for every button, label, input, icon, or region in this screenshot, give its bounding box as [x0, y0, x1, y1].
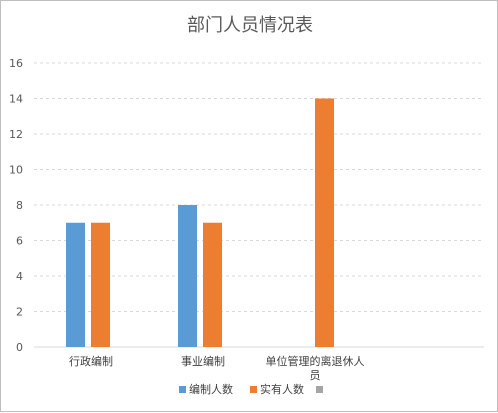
y-tick-label: 0	[16, 341, 23, 354]
y-tick-label: 14	[9, 93, 23, 106]
x-category-label: 行政编制	[69, 354, 113, 368]
legend: 编制人数 实有人数	[179, 382, 323, 396]
y-tick-label: 12	[9, 128, 23, 141]
y-tick-label: 8	[16, 199, 23, 212]
bar-shiyou-1	[203, 222, 222, 347]
bar-shiyou-2	[315, 98, 334, 347]
y-tick-label: 2	[16, 306, 23, 319]
bar-bianzhi-1	[178, 205, 197, 347]
y-tick-label: 10	[9, 164, 23, 177]
x-axis: 行政编制 事业编制 单位管理的离退休人员	[69, 354, 365, 382]
x-category-label: 单位管理的离退休人员	[266, 354, 365, 382]
x-category-label: 事业编制	[181, 354, 225, 368]
legend-label: 编制人数	[189, 382, 233, 396]
chart-title: 部门人员情况表	[187, 15, 313, 36]
bar-bianzhi-0	[66, 222, 85, 347]
legend-swatch	[179, 386, 186, 393]
y-tick-label: 6	[16, 235, 23, 248]
legend-label: 实有人数	[260, 382, 304, 396]
bar-series	[66, 98, 334, 347]
legend-swatch	[316, 386, 323, 393]
legend-swatch	[250, 386, 257, 393]
y-tick-label: 4	[16, 270, 23, 283]
bar-shiyou-0	[91, 222, 110, 347]
y-tick-label: 16	[9, 57, 23, 70]
